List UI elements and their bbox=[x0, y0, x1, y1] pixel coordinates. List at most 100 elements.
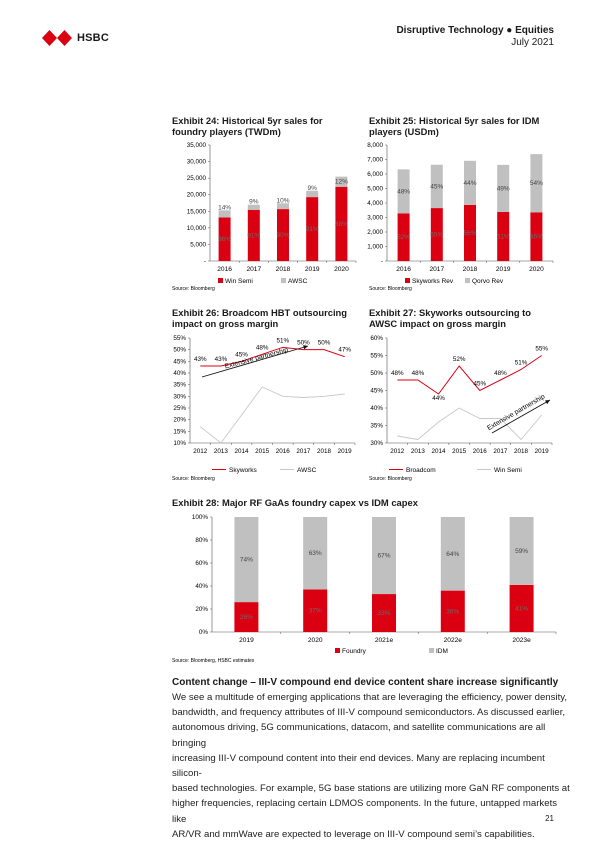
data-label: 49% bbox=[497, 185, 510, 192]
data-label: 10% bbox=[276, 197, 289, 204]
data-label: 48% bbox=[412, 370, 425, 377]
y-tick-label: 25,000 bbox=[187, 175, 207, 182]
data-label: 91% bbox=[247, 232, 260, 239]
legend-label: Win Semi bbox=[494, 467, 522, 474]
x-tick-label: 2017 bbox=[493, 448, 508, 455]
y-tick-label: 60% bbox=[195, 560, 208, 567]
section-body: We see a multitude of emerging applicati… bbox=[172, 690, 572, 842]
bar-segment bbox=[335, 186, 348, 261]
bar-segment bbox=[530, 154, 543, 213]
bar-segment bbox=[530, 212, 543, 261]
exhibit-28-title: Exhibit 28: Major RF GaAs foundry capex … bbox=[172, 497, 418, 508]
bar-segment bbox=[464, 204, 476, 261]
legend-swatch bbox=[465, 278, 470, 283]
data-label: 90% bbox=[276, 232, 289, 239]
y-tick-label: 30,000 bbox=[187, 159, 207, 166]
trend-arrow-line bbox=[491, 399, 551, 434]
data-label: 56% bbox=[463, 230, 476, 237]
data-label: 48% bbox=[256, 344, 269, 351]
data-label: 54% bbox=[530, 180, 543, 187]
data-label: 33% bbox=[377, 610, 390, 617]
body-line: We see a multitude of emerging applicati… bbox=[172, 692, 567, 703]
hsbc-logo: HSBC bbox=[42, 30, 109, 46]
chart-source: Source: Bloomberg bbox=[369, 286, 412, 292]
bar-segment bbox=[372, 517, 396, 595]
exhibit-26-chart: 10% 15% 20% 25% 30% 35% 40% 45% 50% 55% 2012 2013 20… bbox=[172, 335, 356, 482]
data-label: 51% bbox=[277, 337, 290, 344]
body-line: AR/VR and mmWave are expected to leverag… bbox=[172, 828, 535, 840]
x-tick-label: 2016 bbox=[396, 266, 411, 273]
body-line: bandwidth, and frequency attributes of I… bbox=[172, 707, 566, 719]
bar-segment bbox=[440, 590, 465, 632]
y-tick-label: 5,000 bbox=[190, 241, 206, 248]
legend-label: Broadcom bbox=[406, 467, 436, 474]
bar-segment bbox=[430, 164, 443, 209]
y-tick-label: 30% bbox=[173, 393, 186, 400]
y-tick-label: 20% bbox=[173, 417, 186, 424]
bar-segment bbox=[497, 164, 510, 212]
bar-segment bbox=[306, 190, 319, 198]
annotation-text: Extensive partnership bbox=[486, 393, 546, 432]
y-tick-label: 15% bbox=[173, 428, 186, 435]
data-label: 44% bbox=[463, 180, 476, 187]
legend-label: AWSC bbox=[297, 467, 317, 474]
x-tick-label: 2017 bbox=[246, 266, 261, 273]
legend-label: Qorvo Rev bbox=[472, 278, 504, 285]
brand-name: HSBC bbox=[77, 32, 109, 44]
section-title: Content change – III-V compound end devi… bbox=[172, 677, 559, 688]
y-tick-label: 60% bbox=[370, 335, 383, 342]
data-label: 41% bbox=[515, 605, 528, 612]
y-tick-label: 7,000 bbox=[367, 157, 383, 164]
data-label: 74% bbox=[240, 557, 253, 564]
series-line-secondary bbox=[200, 386, 345, 444]
y-tick-label: 6,000 bbox=[367, 171, 383, 178]
x-tick-label: 2015 bbox=[255, 448, 270, 455]
y-tick-label: 2,000 bbox=[367, 229, 383, 236]
bar-segment bbox=[335, 176, 348, 187]
y-tick-label: - bbox=[381, 258, 383, 265]
body-line: increasing III-V compound content into t… bbox=[172, 752, 545, 780]
data-label: 46% bbox=[530, 234, 543, 241]
y-tick-label: 100% bbox=[192, 514, 209, 521]
series-line-primary bbox=[200, 346, 345, 367]
x-tick-label: 2018 bbox=[276, 266, 291, 273]
x-tick-label: 2020 bbox=[334, 266, 349, 273]
data-label: 45% bbox=[430, 183, 443, 190]
data-label: 48% bbox=[391, 370, 404, 377]
bar-segment bbox=[440, 517, 465, 591]
y-tick-label: 10,000 bbox=[187, 225, 207, 232]
x-tick-label: 2016 bbox=[473, 448, 488, 455]
y-tick-label: 8,000 bbox=[367, 142, 383, 149]
legend-swatch bbox=[218, 278, 223, 283]
bar-segment bbox=[397, 169, 410, 214]
data-label: 86% bbox=[218, 236, 231, 243]
x-tick-label: 2016 bbox=[276, 448, 291, 455]
bar-segment bbox=[306, 197, 319, 261]
series-line-primary bbox=[397, 355, 542, 395]
x-tick-label: 2012 bbox=[390, 448, 405, 455]
x-tick-label: 2019 bbox=[535, 448, 550, 455]
header-title: Disruptive Technology ● Equities July 20… bbox=[396, 25, 554, 49]
body-line: autonomous driving, 5G communications, d… bbox=[172, 722, 546, 749]
bar-segment bbox=[247, 209, 260, 261]
legend-label: IDM bbox=[436, 648, 448, 655]
x-tick-label: 2014 bbox=[432, 448, 447, 455]
x-tick-label: 2015 bbox=[452, 448, 467, 455]
bar-segment bbox=[372, 594, 396, 632]
data-label: 12% bbox=[335, 179, 348, 186]
x-tick-label: 2016 bbox=[217, 266, 232, 273]
x-tick-label: 2019 bbox=[305, 266, 320, 273]
legend-swatch bbox=[429, 648, 434, 653]
data-label: 36% bbox=[446, 608, 459, 615]
x-tick-label: 2019 bbox=[496, 266, 511, 273]
legend-label: Win Semi bbox=[225, 278, 253, 285]
y-tick-label: 20% bbox=[195, 606, 208, 613]
data-label: 51% bbox=[497, 233, 510, 240]
y-tick-label: 40% bbox=[195, 583, 208, 590]
y-tick-label: 10% bbox=[173, 440, 186, 447]
chart-source: Source: Bloomberg, HSBC estimates bbox=[172, 658, 255, 664]
x-tick-label: 2017 bbox=[429, 266, 444, 273]
x-tick-label: 2020 bbox=[308, 637, 323, 644]
legend-swatch bbox=[335, 648, 340, 653]
data-label: 88% bbox=[335, 221, 348, 228]
